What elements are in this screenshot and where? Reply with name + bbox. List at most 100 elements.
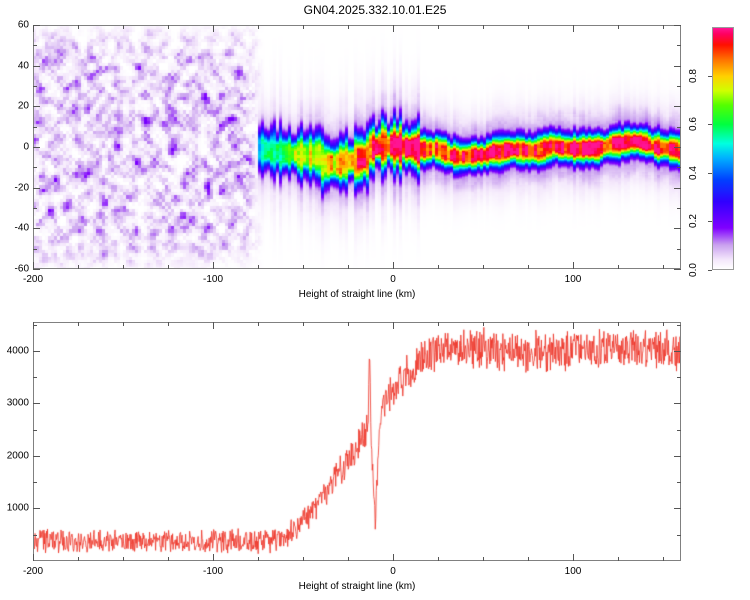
spectrogram-canvas xyxy=(33,25,681,269)
y-axis-tick-label: 40 xyxy=(17,60,29,72)
x-axis-tick xyxy=(348,25,349,29)
y-axis-tick xyxy=(33,187,40,189)
x-axis-tick xyxy=(348,557,349,561)
spectrogram-panel xyxy=(33,25,681,269)
x-axis-tick xyxy=(168,322,169,326)
x-axis-tick xyxy=(393,262,394,269)
y-axis-tick xyxy=(677,482,681,484)
snr-panel xyxy=(33,322,681,561)
y-axis-tick xyxy=(677,126,681,128)
y-axis-tick xyxy=(33,429,37,431)
y-axis-tick xyxy=(677,208,681,209)
snr-xaxis-label: Height of straight line (km) xyxy=(298,581,416,592)
y-axis-tick-label: -60 xyxy=(14,263,29,275)
y-axis-tick xyxy=(677,167,681,169)
x-axis-tick xyxy=(618,265,619,269)
x-axis-tick xyxy=(78,25,79,29)
x-axis-tick xyxy=(258,322,259,326)
x-axis-tick xyxy=(123,265,124,269)
y-axis-tick xyxy=(674,455,681,457)
spectrogram-plot-area xyxy=(33,25,681,269)
y-axis-tick xyxy=(674,147,681,148)
x-axis-tick xyxy=(348,322,349,326)
y-axis-tick-label: 2000 xyxy=(6,450,29,462)
x-axis-tick xyxy=(663,557,664,561)
y-axis-tick xyxy=(677,377,681,379)
x-axis-tick-label: 100 xyxy=(564,566,582,577)
colorbar-tick xyxy=(708,124,712,126)
x-axis-tick xyxy=(258,265,259,269)
x-axis-tick xyxy=(528,265,529,269)
y-axis-tick xyxy=(33,508,40,510)
y-axis-tick xyxy=(33,350,40,352)
colorbar-tick xyxy=(708,172,712,174)
y-axis-tick xyxy=(677,86,681,87)
x-axis-tick xyxy=(573,322,574,329)
y-axis-tick xyxy=(674,508,681,510)
x-axis-tick xyxy=(528,322,529,326)
y-axis-tick xyxy=(677,429,681,431)
y-axis-tick-label: 20 xyxy=(17,100,29,112)
y-axis-tick xyxy=(674,350,681,352)
x-axis-tick xyxy=(168,25,169,29)
x-axis-tick xyxy=(303,322,304,326)
x-axis-tick xyxy=(438,265,439,269)
x-axis-tick xyxy=(213,25,214,32)
y-axis-tick xyxy=(33,269,40,270)
x-axis-tick-label: 100 xyxy=(564,274,582,285)
x-axis-tick xyxy=(618,322,619,326)
colorbar xyxy=(712,27,734,270)
x-axis-tick-label: -100 xyxy=(202,274,224,285)
y-axis-tick xyxy=(33,86,37,87)
x-axis-tick xyxy=(33,25,34,32)
x-axis-tick xyxy=(438,557,439,561)
x-axis-tick xyxy=(303,557,304,561)
y-axis-tick xyxy=(674,187,681,189)
y-axis-tick xyxy=(33,324,37,326)
y-axis-tick xyxy=(674,403,681,405)
x-axis-tick xyxy=(213,554,214,561)
spectrogram-xaxis-label: Height of straight line (km) xyxy=(298,289,416,300)
y-axis-tick xyxy=(33,208,37,209)
colorbar-tick-label: 0.4 xyxy=(688,165,699,180)
y-axis-tick xyxy=(33,45,37,47)
y-axis-tick xyxy=(674,269,681,270)
x-axis-tick xyxy=(483,25,484,29)
y-axis-tick xyxy=(677,534,681,536)
x-axis-tick-label: 0 xyxy=(390,566,396,577)
y-axis-tick xyxy=(33,482,37,484)
y-axis-tick-label: 60 xyxy=(17,19,29,31)
y-axis-tick xyxy=(33,25,40,26)
y-axis-tick xyxy=(677,45,681,47)
x-axis-tick xyxy=(438,322,439,326)
x-axis-tick xyxy=(303,265,304,269)
y-axis-tick xyxy=(33,126,37,128)
x-axis-tick xyxy=(213,262,214,269)
y-axis-tick xyxy=(674,25,681,26)
y-axis-tick-label: 1000 xyxy=(6,502,29,514)
x-axis-tick xyxy=(258,557,259,561)
x-axis-tick xyxy=(213,322,214,329)
x-axis-tick xyxy=(78,265,79,269)
y-axis-tick xyxy=(674,228,681,230)
x-axis-tick xyxy=(393,322,394,329)
x-axis-tick xyxy=(393,554,394,561)
x-axis-tick xyxy=(618,25,619,29)
x-axis-tick xyxy=(393,25,394,32)
x-axis-tick xyxy=(663,25,664,29)
x-axis-tick xyxy=(483,557,484,561)
snr-plot-area xyxy=(33,322,681,561)
x-axis-tick xyxy=(573,262,574,269)
x-axis-tick xyxy=(483,265,484,269)
y-axis-tick xyxy=(33,167,37,169)
y-axis-tick xyxy=(33,403,40,405)
x-axis-tick xyxy=(168,557,169,561)
x-axis-tick xyxy=(303,25,304,29)
x-axis-tick xyxy=(33,554,34,561)
figure-title: GN04.2025.332.10.01.E25 xyxy=(303,3,447,17)
y-axis-tick xyxy=(33,228,40,230)
y-axis-tick xyxy=(33,147,40,148)
x-axis-tick xyxy=(438,25,439,29)
y-axis-tick-label: 0 xyxy=(23,141,29,153)
